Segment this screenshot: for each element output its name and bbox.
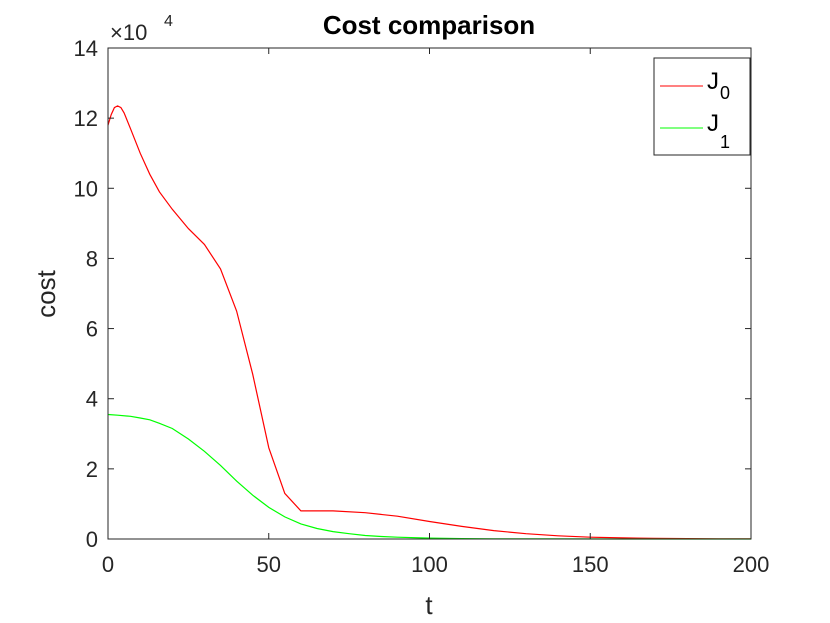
y-exponent-label: ×10 4 [110, 13, 173, 45]
y-exponent-power: 4 [164, 13, 173, 30]
legend: J 0 J 1 [653, 57, 751, 156]
y-tick-label: 0 [86, 527, 98, 552]
x-tick-label: 150 [572, 552, 609, 577]
legend-label-j0: J [707, 68, 719, 95]
x-tick-label: 50 [257, 552, 281, 577]
y-tick-label: 4 [86, 387, 98, 412]
y-tick-label: 10 [74, 176, 98, 201]
x-tick-label: 0 [102, 552, 114, 577]
plot-area [108, 48, 751, 539]
chart-title: Cost comparison [323, 10, 535, 40]
legend-label-j1: J [707, 110, 719, 137]
legend-sub-j1: 1 [720, 132, 730, 152]
y-tick-label: 2 [86, 457, 98, 482]
y-tick-label: 8 [86, 246, 98, 271]
x-tick-label: 200 [733, 552, 770, 577]
x-tick-label: 100 [411, 552, 448, 577]
x-axis-label: t [425, 590, 433, 620]
y-tick-label: 6 [86, 317, 98, 342]
y-tick-label: 12 [74, 106, 98, 131]
y-exponent-base: ×10 [110, 20, 147, 45]
legend-sub-j0: 0 [720, 83, 730, 103]
legend-box [653, 57, 751, 156]
y-axis-label: cost [31, 269, 61, 317]
y-tick-label: 14 [74, 36, 98, 61]
x-axis-ticks: 0 50 100 150 200 [102, 48, 769, 577]
series-line-j0 [107, 105, 752, 540]
